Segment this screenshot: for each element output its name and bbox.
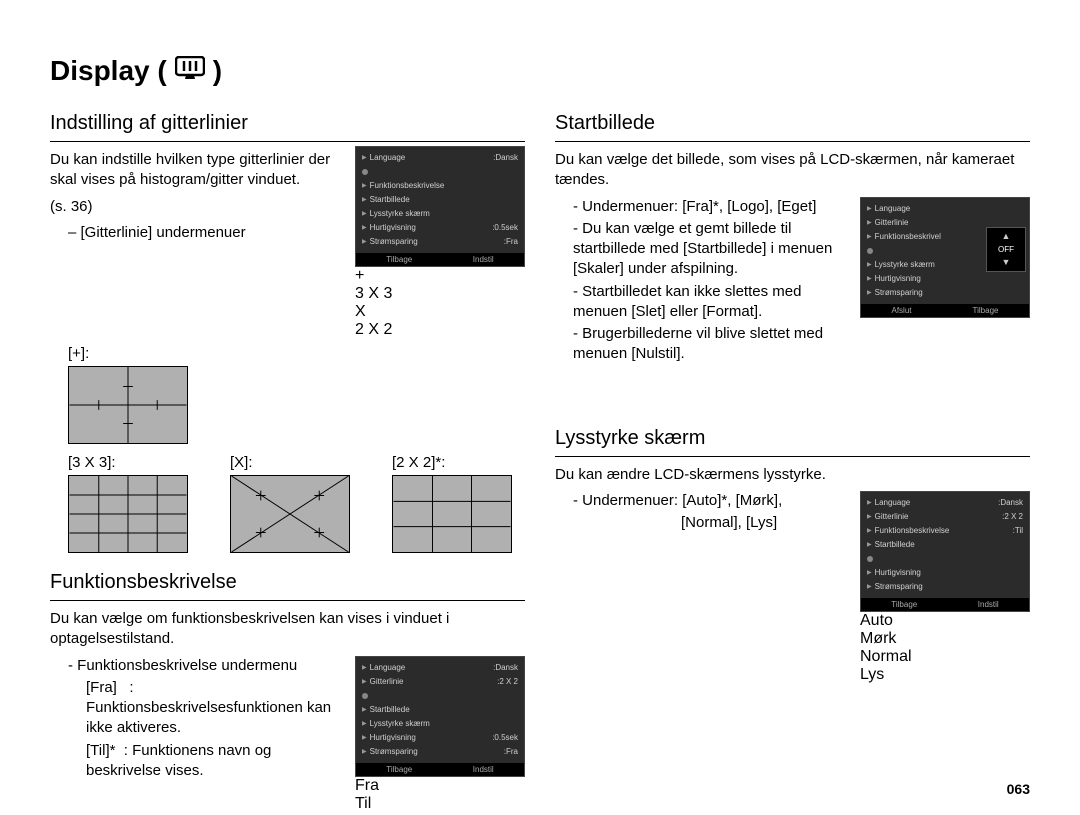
menu-bottom-bar: TilbageIndstil <box>861 598 1029 611</box>
menu-row <box>867 552 1023 566</box>
left-column: Indstilling af gitterlinier Du kan indst… <box>50 112 525 813</box>
page-number: 063 <box>1007 781 1030 797</box>
start-b2: - Du kan vælge et gemt billede til start… <box>573 219 844 280</box>
funk-text: Du kan vælge om funktionsbeskrivelsen ka… <box>50 609 525 650</box>
label-plus: [+]: <box>68 345 525 362</box>
menu-row: ▶Strømsparing:Fra <box>362 745 518 759</box>
menu-row: ▶Strømsparing:Fra <box>362 235 518 249</box>
funk-fra: [Fra] : Funktionsbeskrivelsesfunktionen … <box>86 678 339 739</box>
menu-row: ▶Funktionsbeskrivelse <box>362 179 518 193</box>
menu-row: ▶Language:Dansk <box>362 661 518 675</box>
menu-row: ▶Hurtigvisning <box>867 272 1023 286</box>
rule-4 <box>555 456 1030 457</box>
label-2x2: [2 X 2]*: <box>392 454 512 471</box>
start-text: Du kan vælge det billede, som vises på L… <box>555 150 1030 191</box>
rule <box>50 141 525 142</box>
menu-row: ▶Gitterlinie:2 X 2 <box>867 510 1023 524</box>
menu-row: ▶Strømsparing <box>867 286 1023 300</box>
heading-lysstyrke: Lysstyrke skærm <box>555 427 1030 450</box>
menu-row <box>362 689 518 703</box>
funk-sub: - Funktionsbeskrivelse undermenu <box>68 656 339 676</box>
heading-gitterlinier: Indstilling af gitterlinier <box>50 112 525 135</box>
menu-popup-off: ▲OFF▼ <box>986 227 1026 272</box>
menu-popup: AutoMørkNormalLys <box>860 612 1030 684</box>
funk-til: [Til]* : Funktionens navn og beskrivelse… <box>86 741 339 782</box>
menu-screenshot-4: ▶Language:Dansk▶Gitterlinie:2 X 2▶Funkti… <box>860 491 1030 684</box>
gitter-text-1: Du kan indstille hvilken type gitterlini… <box>50 150 339 191</box>
thumb-3x3 <box>68 475 188 553</box>
menu-row: ▶Language <box>867 202 1023 216</box>
gitter-text-2: (s. 36) <box>50 197 339 217</box>
menu-row: ▶Funktionsbeskrivelse:Til <box>867 524 1023 538</box>
menu-screenshot-2: ▶Language:Dansk▶Gitterlinie:2 X 2 ▶Startb… <box>355 656 525 813</box>
menu-row: ▶Startbillede <box>867 538 1023 552</box>
menu-row: ▶Gitterlinie:2 X 2 <box>362 675 518 689</box>
thumb-2x2 <box>392 475 512 553</box>
rule-2 <box>50 600 525 601</box>
menu-row: ▶Language:Dansk <box>362 151 518 165</box>
right-column: Startbillede Du kan vælge det billede, s… <box>555 112 1030 813</box>
menu-row: ▶Hurtigvisning:0.5sek <box>362 221 518 235</box>
label-x: [X]: <box>230 454 350 471</box>
gitter-sub: – [Gitterlinie] undermenuer <box>68 223 339 243</box>
menu-row: ▶Strømsparing <box>867 580 1023 594</box>
label-3x3: [3 X 3]: <box>68 454 188 471</box>
menu-row: ▶Startbillede <box>362 703 518 717</box>
menu-screenshot-1: ▶Language:Dansk ▶Funktionsbeskrivelse▶Sta… <box>355 146 525 339</box>
menu-row: ▶Hurtigvisning <box>867 566 1023 580</box>
menu-row: ▶Startbillede <box>362 193 518 207</box>
heading-startbillede: Startbillede <box>555 112 1030 135</box>
start-b3: - Startbilledet kan ikke slettes med men… <box>573 282 844 323</box>
menu-row: ▶Lysstyrke skærm <box>362 717 518 731</box>
display-icon <box>175 55 205 87</box>
lys-b1a: - Undermenuer: [Auto]*, [Mørk], <box>573 491 844 511</box>
title-text: Display ( <box>50 55 167 87</box>
menu-row: ▶Lysstyrke skærm <box>362 207 518 221</box>
menu-popup: FraTil <box>355 777 525 813</box>
thumb-x <box>230 475 350 553</box>
lys-b1b: [Normal], [Lys] <box>573 513 844 533</box>
thumb-plus <box>68 366 188 444</box>
start-b1: - Undermenuer: [Fra]*, [Logo], [Eget] <box>573 197 844 217</box>
menu-row: ▶Language:Dansk <box>867 496 1023 510</box>
menu-bottom-bar: AfslutTilbage <box>861 304 1029 317</box>
menu-popup: +3 X 3X2 X 2 <box>355 267 525 339</box>
menu-screenshot-3: ▶Language▶Gitterlinie▶Funktionsbeskrivel… <box>860 197 1030 318</box>
menu-row: ▶Hurtigvisning:0.5sek <box>362 731 518 745</box>
menu-row <box>362 165 518 179</box>
start-b4: - Brugerbillederne vil blive slettet med… <box>573 324 844 365</box>
lys-text: Du kan ændre LCD-skærmens lysstyrke. <box>555 465 1030 485</box>
heading-funktionsbeskrivelse: Funktionsbeskrivelse <box>50 571 525 594</box>
page-title: Display ( ) <box>50 55 1030 87</box>
title-text-close: ) <box>213 55 222 87</box>
menu-bottom-bar: TilbageIndstil <box>356 253 524 266</box>
menu-bottom-bar: TilbageIndstil <box>356 763 524 776</box>
rule-3 <box>555 141 1030 142</box>
